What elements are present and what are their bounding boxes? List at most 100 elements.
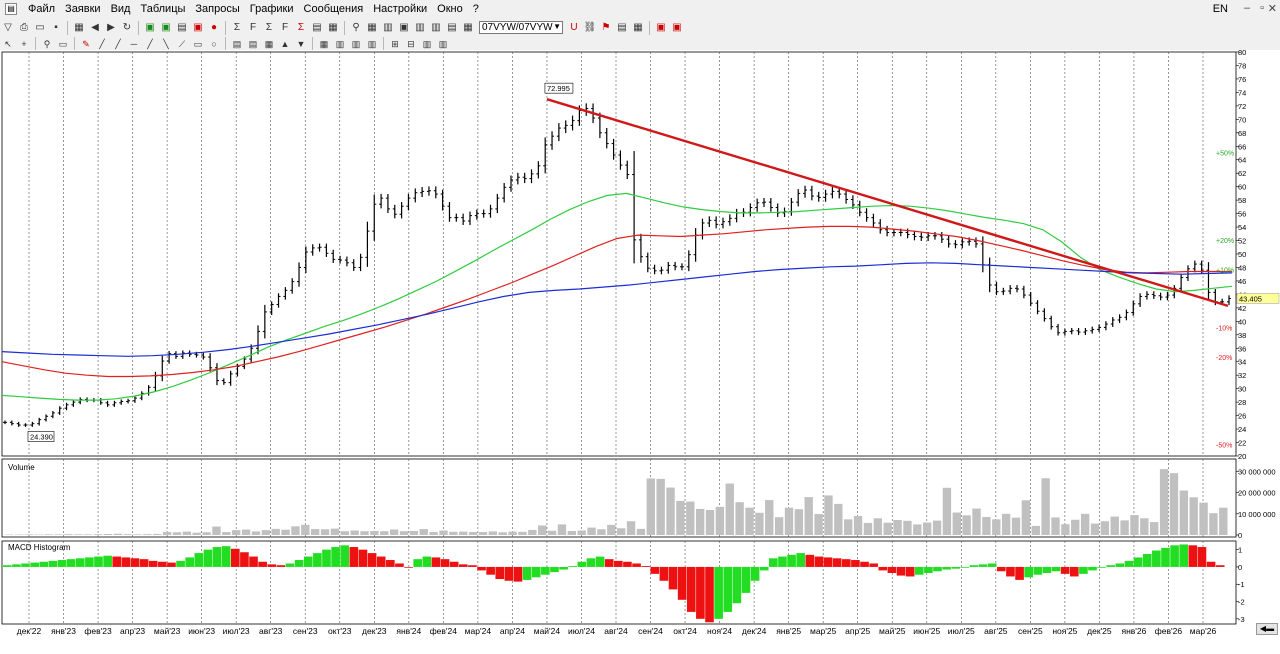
arrow-down-icon[interactable]: ▼ <box>296 38 306 49</box>
save-icon[interactable]: ▪ <box>54 22 58 33</box>
cancel-order-icon[interactable]: ● <box>210 22 218 33</box>
autoscale-icon[interactable]: ▥ <box>438 38 448 49</box>
table-icon[interactable]: ▦ <box>74 22 84 33</box>
macd-bar <box>787 554 796 567</box>
x-axis-label: янв'25 <box>776 626 801 636</box>
pitchfork-icon[interactable]: ⟋ <box>178 38 186 49</box>
calendar-icon[interactable]: ▦ <box>328 22 338 33</box>
menu-window[interactable]: Окно <box>437 3 463 15</box>
channel-icon[interactable]: ╱ <box>147 38 153 49</box>
levels-icon[interactable]: ▦ <box>264 38 274 49</box>
ellipse-icon[interactable]: ○ <box>211 38 217 49</box>
menu-orders[interactable]: Заявки <box>65 3 101 15</box>
volume-bar <box>74 534 83 535</box>
delete-drawing-icon[interactable]: ✎ <box>82 38 90 49</box>
volume-bar <box>271 528 280 535</box>
chart-layout-icon[interactable]: ▤ <box>447 22 457 33</box>
forward-icon[interactable]: ▶ <box>107 22 115 33</box>
print-icon[interactable]: ⎙ <box>20 22 28 33</box>
cycles-icon[interactable]: ▥ <box>351 38 361 49</box>
indicators-icon[interactable]: ▥ <box>431 22 441 33</box>
rectangle-icon[interactable]: ▭ <box>193 38 203 49</box>
sell-icon[interactable]: ▣ <box>161 22 171 33</box>
macd-bar <box>1206 561 1216 567</box>
menu-tables[interactable]: Таблицы <box>140 3 186 15</box>
arrow-up-icon[interactable]: ▲ <box>280 38 290 49</box>
language-indicator[interactable]: EN <box>1212 3 1228 15</box>
macd-bar <box>732 566 742 604</box>
x-axis-label: сен'25 <box>1018 626 1043 636</box>
x-axis-label: сен'24 <box>638 626 663 636</box>
ray-icon[interactable]: ╱ <box>115 38 121 49</box>
scale-icon[interactable]: ▥ <box>422 38 432 49</box>
zoom-out-icon[interactable]: ⊟ <box>407 38 415 49</box>
news-icon[interactable]: ▤ <box>312 22 322 33</box>
fibonacci-icon[interactable]: ▤ <box>248 38 258 49</box>
refresh-icon[interactable]: ↻ <box>122 22 132 33</box>
sum-icon[interactable]: Σ <box>233 22 241 33</box>
menu-file[interactable]: Файл <box>28 3 56 15</box>
volume-bar <box>311 529 320 535</box>
macd-bar <box>121 557 131 567</box>
y-axis-label: 38 <box>1238 331 1246 340</box>
parallel-icon[interactable]: ╲ <box>163 38 169 49</box>
binoculars-icon[interactable]: ⚲ <box>352 22 360 33</box>
macd-bar <box>449 561 459 567</box>
formula-alt-icon[interactable]: F <box>281 22 289 33</box>
chart-window-icon[interactable]: ▣ <box>399 22 409 33</box>
volume-bar <box>1001 513 1011 535</box>
menu-queries[interactable]: Запросы <box>195 3 240 15</box>
import-icon[interactable]: ▣ <box>672 22 682 33</box>
volume-bar <box>626 521 636 535</box>
formula-icon[interactable]: F <box>249 22 257 33</box>
volume-bar <box>932 520 942 535</box>
chart-bars-icon[interactable]: ▥ <box>383 22 393 33</box>
menu-messages[interactable]: Сообщения <box>303 3 364 15</box>
chart-mode-icon[interactable]: ▦ <box>463 22 473 33</box>
menu-help[interactable]: ? <box>472 3 479 15</box>
volume-bar <box>695 508 705 535</box>
volume-bar <box>459 531 468 535</box>
close-icon[interactable]: ✕ <box>1267 3 1277 15</box>
gann-icon[interactable]: ▦ <box>319 38 329 49</box>
orders-icon[interactable]: ▤ <box>177 22 187 33</box>
export-icon[interactable]: ▣ <box>656 22 666 33</box>
template-icon[interactable]: ▤ <box>617 22 627 33</box>
grid-icon[interactable]: ▦ <box>367 22 377 33</box>
properties-icon[interactable]: ▦ <box>633 22 643 33</box>
sum-alt-icon[interactable]: Σ <box>265 22 273 33</box>
back-icon[interactable]: ◀ <box>91 22 99 33</box>
chart-candles-icon[interactable]: ▥ <box>415 22 425 33</box>
cursor-icon[interactable]: ↖ <box>4 38 12 49</box>
minimize-icon[interactable]: – <box>1243 2 1250 14</box>
zoom-icon[interactable]: ⚲ <box>43 38 51 49</box>
menu-settings[interactable]: Настройки <box>373 3 428 15</box>
x-axis-label: авг'25 <box>984 626 1008 636</box>
stop-order-icon[interactable]: ▣ <box>193 22 203 33</box>
ruler-icon[interactable]: ▭ <box>58 38 68 49</box>
magnet-icon[interactable]: U <box>570 22 578 33</box>
macd-bar <box>103 555 112 567</box>
menu-view[interactable]: Вид <box>110 3 131 15</box>
fan-icon[interactable]: ▥ <box>367 38 377 49</box>
period-icon[interactable]: ▥ <box>335 38 345 49</box>
filter-icon[interactable]: ▽ <box>4 22 12 33</box>
open-folder-icon[interactable]: ▭ <box>35 22 45 33</box>
macd-bar <box>987 563 997 567</box>
alert-icon[interactable]: ⚑ <box>601 22 611 33</box>
scroll-left-button[interactable]: ◀▬ <box>1256 623 1278 635</box>
sum-red-icon[interactable]: Σ <box>297 22 305 33</box>
link-icon[interactable]: ⛓ <box>583 22 597 33</box>
x-axis-label: фев'26 <box>1155 626 1183 636</box>
text-icon[interactable]: ▤ <box>232 38 242 49</box>
crosshair-icon[interactable]: + <box>21 38 27 49</box>
chart-area[interactable]: 2022242628303234363840424446485052545658… <box>0 50 1280 654</box>
buy-icon[interactable]: ▣ <box>145 22 155 33</box>
horizontal-line-icon[interactable]: ─ <box>130 38 138 49</box>
restore-icon[interactable]: ▫ <box>1260 2 1264 14</box>
macd-bar <box>696 566 705 619</box>
zoom-in-icon[interactable]: ⊞ <box>391 38 399 49</box>
menu-charts[interactable]: Графики <box>249 3 294 15</box>
ticker-select[interactable]: 07VYW/07VYW ▼ <box>479 21 563 34</box>
trendline-icon[interactable]: ╱ <box>99 38 105 49</box>
